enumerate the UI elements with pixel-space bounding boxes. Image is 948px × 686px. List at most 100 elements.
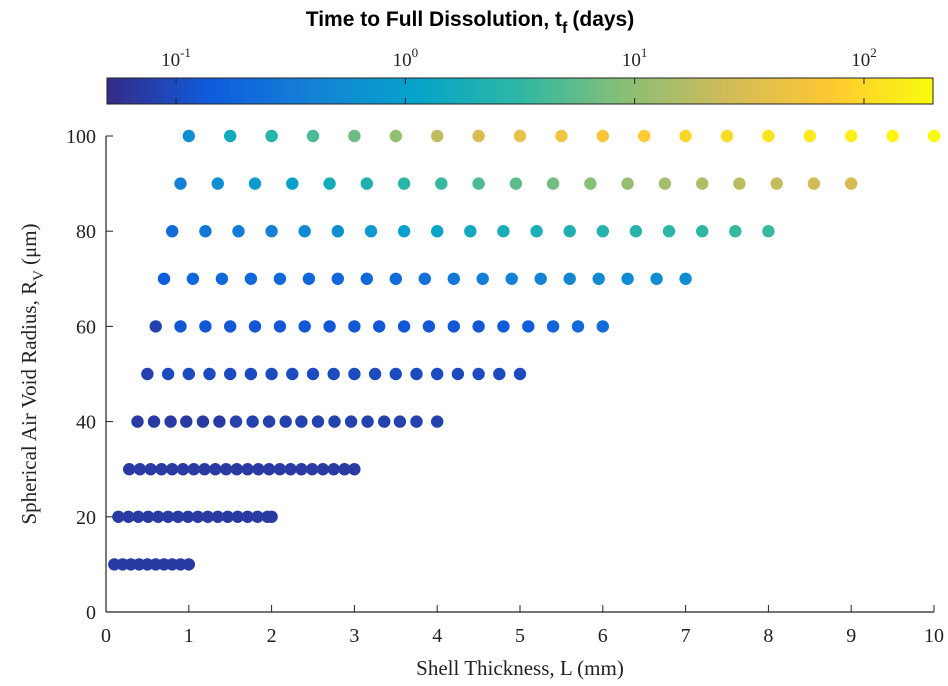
scatter-point xyxy=(393,415,407,428)
scatter-point xyxy=(231,510,244,523)
scatter-point xyxy=(122,510,135,523)
scatter-point xyxy=(265,225,278,238)
scatter-point xyxy=(286,177,299,190)
scatter-point xyxy=(295,415,308,428)
scatter-point xyxy=(144,463,157,476)
scatter-point xyxy=(286,367,299,381)
scatter-point xyxy=(472,129,485,143)
scatter-point xyxy=(181,510,195,523)
scatter-point xyxy=(215,272,229,285)
scatter-point xyxy=(389,129,402,143)
scatter-points xyxy=(108,129,941,571)
scatter-point xyxy=(295,463,308,476)
scatter-point xyxy=(348,463,361,476)
scatter-point xyxy=(621,272,634,285)
scatter-point xyxy=(431,367,444,381)
colorbar-title: Time to Full Dissolution, tf (days) xyxy=(306,8,634,37)
scatter-point xyxy=(555,129,568,143)
colorbar-title-subscript: f xyxy=(562,20,568,37)
scatter-point xyxy=(389,367,402,381)
y-tick-label: 40 xyxy=(76,412,96,434)
scatter-point xyxy=(176,463,190,476)
y-tick-label: 20 xyxy=(76,507,96,529)
x-axis-ticks: 0 1 2 3 4 5 6 7 8 9 10 xyxy=(101,605,944,647)
scatter-point xyxy=(522,320,535,333)
scatter-point xyxy=(348,129,361,143)
x-tick-label: 7 xyxy=(681,625,691,647)
scatter-point xyxy=(360,177,373,190)
scatter-point xyxy=(803,129,816,143)
scatter-point xyxy=(546,320,560,333)
scatter-point xyxy=(133,463,147,476)
scatter-point xyxy=(497,225,510,238)
scatter-point xyxy=(596,320,609,333)
scatter-point xyxy=(311,415,325,428)
y-tick-label: 0 xyxy=(86,602,96,624)
scatter-point xyxy=(331,272,344,285)
x-tick-label: 3 xyxy=(349,625,359,647)
scatter-point xyxy=(629,225,643,238)
scatter-point xyxy=(596,225,609,238)
scatter-point xyxy=(886,129,899,143)
scatter-point xyxy=(513,129,527,143)
x-axis-label: Shell Thickness, L (mm) xyxy=(416,656,624,680)
scatter-point xyxy=(191,510,205,523)
x-tick-label: 5 xyxy=(515,625,525,647)
scatter-point xyxy=(306,367,320,381)
scatter-point xyxy=(186,272,200,285)
scatter-point xyxy=(273,272,287,285)
scatter-point xyxy=(373,320,386,333)
scatter-point xyxy=(241,510,254,523)
colorbar-tick-label: 101 xyxy=(622,45,648,71)
scatter-point xyxy=(244,272,258,285)
scatter-point xyxy=(845,177,858,190)
colorbar-tick-marks xyxy=(175,78,865,104)
scatter-point xyxy=(182,558,195,571)
scatter-point xyxy=(845,129,858,143)
scatter-point xyxy=(298,225,311,238)
scatter-point xyxy=(171,510,185,523)
scatter-point xyxy=(397,320,411,333)
scatter-point xyxy=(331,225,344,238)
scatter-point xyxy=(123,463,136,476)
scatter-point xyxy=(472,320,485,333)
scatter-point xyxy=(360,272,373,285)
y-tick-label: 100 xyxy=(66,126,96,148)
scatter-point xyxy=(431,129,444,143)
scatter-point xyxy=(493,367,506,381)
scatter-point xyxy=(530,225,543,238)
scatter-point xyxy=(209,463,222,476)
scatter-point xyxy=(265,367,278,381)
scatter-point xyxy=(155,463,168,476)
scatter-point xyxy=(306,463,319,476)
scatter-point xyxy=(410,367,423,381)
scatter-point xyxy=(182,367,195,381)
scatter-point xyxy=(262,463,276,476)
scatter-point xyxy=(328,415,341,428)
y-axis-label-unit: (μm) xyxy=(17,223,41,265)
scatter-point xyxy=(224,129,237,143)
scatter-point xyxy=(224,367,237,381)
scatter-point xyxy=(662,225,676,238)
x-tick-label: 8 xyxy=(763,625,773,647)
colorbar-tick-label: 100 xyxy=(393,45,419,71)
scatter-point xyxy=(546,177,560,190)
scatter-point xyxy=(733,177,746,190)
scatter-point xyxy=(571,320,585,333)
y-axis-ticks: 0 20 40 60 80 100 xyxy=(66,126,113,624)
scatter-point xyxy=(397,177,411,190)
scatter-point xyxy=(279,415,292,428)
scatter-point xyxy=(211,510,224,523)
colorbar-tick-label: 102 xyxy=(851,45,877,71)
y-axis-label-subscript: V xyxy=(31,270,47,281)
scatter-point xyxy=(224,320,237,333)
scatter-point xyxy=(650,272,663,285)
scatter-point xyxy=(422,320,436,333)
scatter-point xyxy=(509,177,523,190)
scatter-point xyxy=(344,415,358,428)
scatter-point xyxy=(397,225,411,238)
scatter-point xyxy=(141,367,154,381)
scatter-point xyxy=(248,177,262,190)
scatter-point xyxy=(472,177,485,190)
